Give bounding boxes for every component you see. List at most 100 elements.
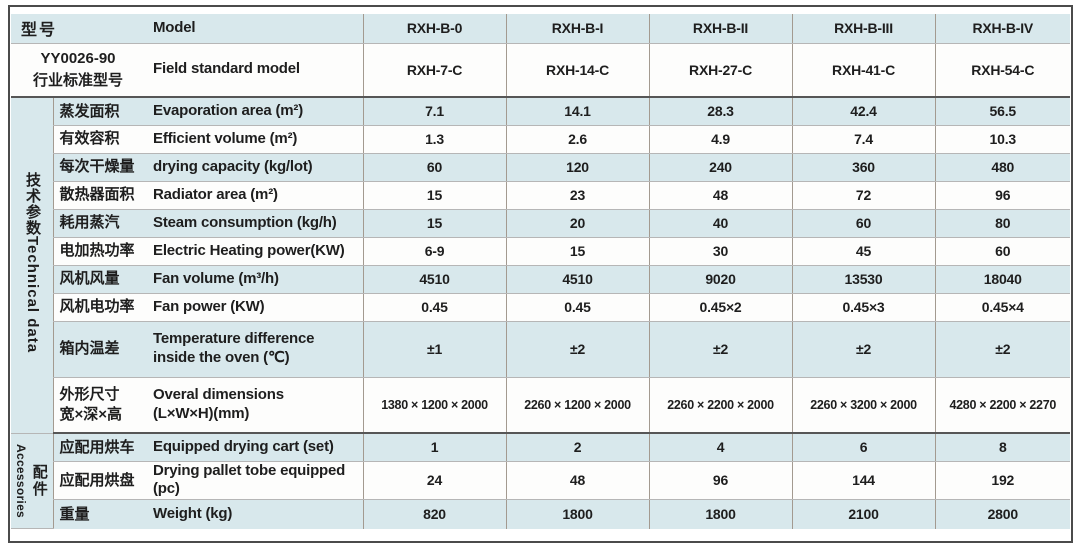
value-cell: 8 — [934, 433, 1070, 462]
dimensions-cn-line2: 宽×深×高 — [59, 405, 123, 423]
row-electric-heating-power: 电加热功率 Electric Heating power(KW) 6-9 15 … — [11, 237, 1070, 266]
temperature-label-line1: Temperature difference — [153, 330, 315, 348]
value-cell: 2 — [505, 433, 650, 462]
dimensions-label-line1: Overal dimensions — [153, 386, 284, 403]
row-label-en: Radiator area (m²) — [145, 181, 364, 210]
value-cell: 45 — [791, 237, 936, 266]
value-cell: 0.45×3 — [791, 293, 936, 322]
row-label-cn: 箱内温差 — [52, 321, 146, 378]
row-label-en: Evaporation area (m²) — [145, 97, 364, 126]
row-label-cn: 散热器面积 — [52, 181, 146, 210]
value-cell: 18040 — [934, 265, 1070, 294]
value-cell: 13530 — [791, 265, 936, 294]
value-cell: 7.4 — [791, 125, 936, 154]
value-cell: 20 — [505, 209, 650, 238]
row-label-cn: 应配用烘盘 — [52, 461, 146, 500]
value-cell: 240 — [648, 153, 793, 182]
row-label-en: Fan volume (m³/h) — [145, 265, 364, 294]
value-cell: 96 — [934, 181, 1070, 210]
accessories-cn: 配件 — [30, 463, 48, 498]
row-temperature-difference: 箱内温差 Temperature difference inside the o… — [11, 321, 1070, 378]
row-overall-dimensions: 外形尺寸 宽×深×高 Overal dimensions (L×W×H)(mm)… — [11, 377, 1070, 434]
value-cell: 820 — [362, 499, 507, 529]
value-cell: 72 — [791, 181, 936, 210]
value-cell: 2260 × 1200 × 2000 — [505, 377, 650, 434]
value-cell: 6-9 — [362, 237, 507, 266]
row-label-cn: 风机电功率 — [52, 293, 146, 322]
value-cell: 40 — [648, 209, 793, 238]
row-label-en: Equipped drying cart (set) — [145, 433, 364, 462]
standard-label-en: Field standard model — [145, 43, 364, 98]
row-label-cn: 重量 — [52, 499, 146, 529]
value-cell: ±2 — [934, 321, 1070, 378]
row-label-cn: 每次干燥量 — [52, 153, 146, 182]
value-cell: 30 — [648, 237, 793, 266]
standard-code: YY0026-90 — [40, 50, 116, 67]
row-radiator-area: 散热器面积 Radiator area (m²) 15 23 48 72 96 — [11, 181, 1070, 210]
value-cell: 2800 — [934, 499, 1070, 529]
value-cell: 480 — [934, 153, 1070, 182]
value-cell: 4.9 — [648, 125, 793, 154]
value-cell: 15 — [362, 181, 507, 210]
row-drying-pallet: 应配用烘盘 Drying pallet tobe equipped (pc) 2… — [11, 461, 1070, 500]
row-evaporation-area: 技术参数Technical data 蒸发面积 Evaporation area… — [11, 97, 1070, 434]
model-value: RXH-B-II — [648, 14, 793, 44]
value-cell: 360 — [791, 153, 936, 182]
standard-label-cn: YY0026-90 行业标准型号 — [11, 43, 146, 98]
spec-table-frame: 型号 Model RXH-B-0 RXH-B-I RXH-B-II RXH-B-… — [8, 5, 1073, 543]
model-label-en: Model — [145, 14, 364, 44]
row-weight: 重量 Weight (kg) 820 1800 1800 2100 2800 — [11, 499, 1070, 529]
dimensions-label-line2: (L×W×H)(mm) — [153, 404, 250, 422]
row-label-cn: 有效容积 — [52, 125, 146, 154]
value-cell: 48 — [505, 461, 650, 500]
value-cell: 2.6 — [505, 125, 650, 154]
row-label-en: Temperature difference inside the oven (… — [145, 321, 364, 378]
value-cell: 24 — [362, 461, 507, 500]
value-cell: 7.1 — [362, 97, 507, 126]
value-cell: 14.1 — [505, 97, 650, 126]
value-cell: 80 — [934, 209, 1070, 238]
row-label-cn: 应配用烘车 — [52, 433, 146, 462]
value-cell: 28.3 — [648, 97, 793, 126]
dimensions-cn-line1: 外形尺寸 — [59, 386, 120, 404]
section-accessories: Accessories 配件 — [11, 433, 53, 529]
technical-data-vertical-label: 技术参数Technical data — [24, 172, 41, 353]
row-model: 型号 Model RXH-B-0 RXH-B-I RXH-B-II RXH-B-… — [11, 14, 1070, 44]
standard-model-value: RXH-7-C — [362, 43, 507, 98]
value-cell: 192 — [934, 461, 1070, 500]
value-cell: 2100 — [791, 499, 936, 529]
value-cell: 60 — [934, 237, 1070, 266]
standard-model-value: RXH-14-C — [505, 43, 650, 98]
temperature-label-line2: inside the oven (℃) — [153, 349, 290, 366]
value-cell: ±1 — [362, 321, 507, 378]
standard-model-value: RXH-27-C — [648, 43, 793, 98]
row-fan-power: 风机电功率 Fan power (KW) 0.45 0.45 0.45×2 0.… — [11, 293, 1070, 322]
value-cell: 144 — [791, 461, 936, 500]
row-label-en: drying capacity (kg/lot) — [145, 153, 364, 182]
model-label-cn: 型号 — [11, 14, 146, 44]
value-cell: ±2 — [791, 321, 936, 378]
row-field-standard-model: YY0026-90 行业标准型号 Field standard model RX… — [11, 43, 1070, 98]
value-cell: 60 — [362, 153, 507, 182]
row-label-cn: 风机风量 — [52, 265, 146, 294]
row-steam-consumption: 耗用蒸汽 Steam consumption (kg/h) 15 20 40 6… — [11, 209, 1070, 238]
row-fan-volume: 风机风量 Fan volume (m³/h) 4510 4510 9020 13… — [11, 265, 1070, 294]
section-technical-data: 技术参数Technical data — [11, 97, 53, 434]
value-cell: 60 — [791, 209, 936, 238]
standard-model-value: RXH-54-C — [934, 43, 1070, 98]
row-label-cn: 电加热功率 — [52, 237, 146, 266]
accessories-vertical-label: Accessories 配件 — [14, 444, 50, 518]
value-cell: 1800 — [505, 499, 650, 529]
value-cell: 23 — [505, 181, 650, 210]
value-cell: 4280 × 2200 × 2270 — [934, 377, 1070, 434]
model-value: RXH-B-0 — [362, 14, 507, 44]
value-cell: 9020 — [648, 265, 793, 294]
value-cell: 0.45×2 — [648, 293, 793, 322]
value-cell: 6 — [791, 433, 936, 462]
row-label-en: Drying pallet tobe equipped (pc) — [145, 461, 364, 500]
standard-cn-text: 行业标准型号 — [33, 71, 124, 89]
value-cell: 96 — [648, 461, 793, 500]
value-cell: 1.3 — [362, 125, 507, 154]
spec-table: 型号 Model RXH-B-0 RXH-B-I RXH-B-II RXH-B-… — [11, 14, 1070, 529]
